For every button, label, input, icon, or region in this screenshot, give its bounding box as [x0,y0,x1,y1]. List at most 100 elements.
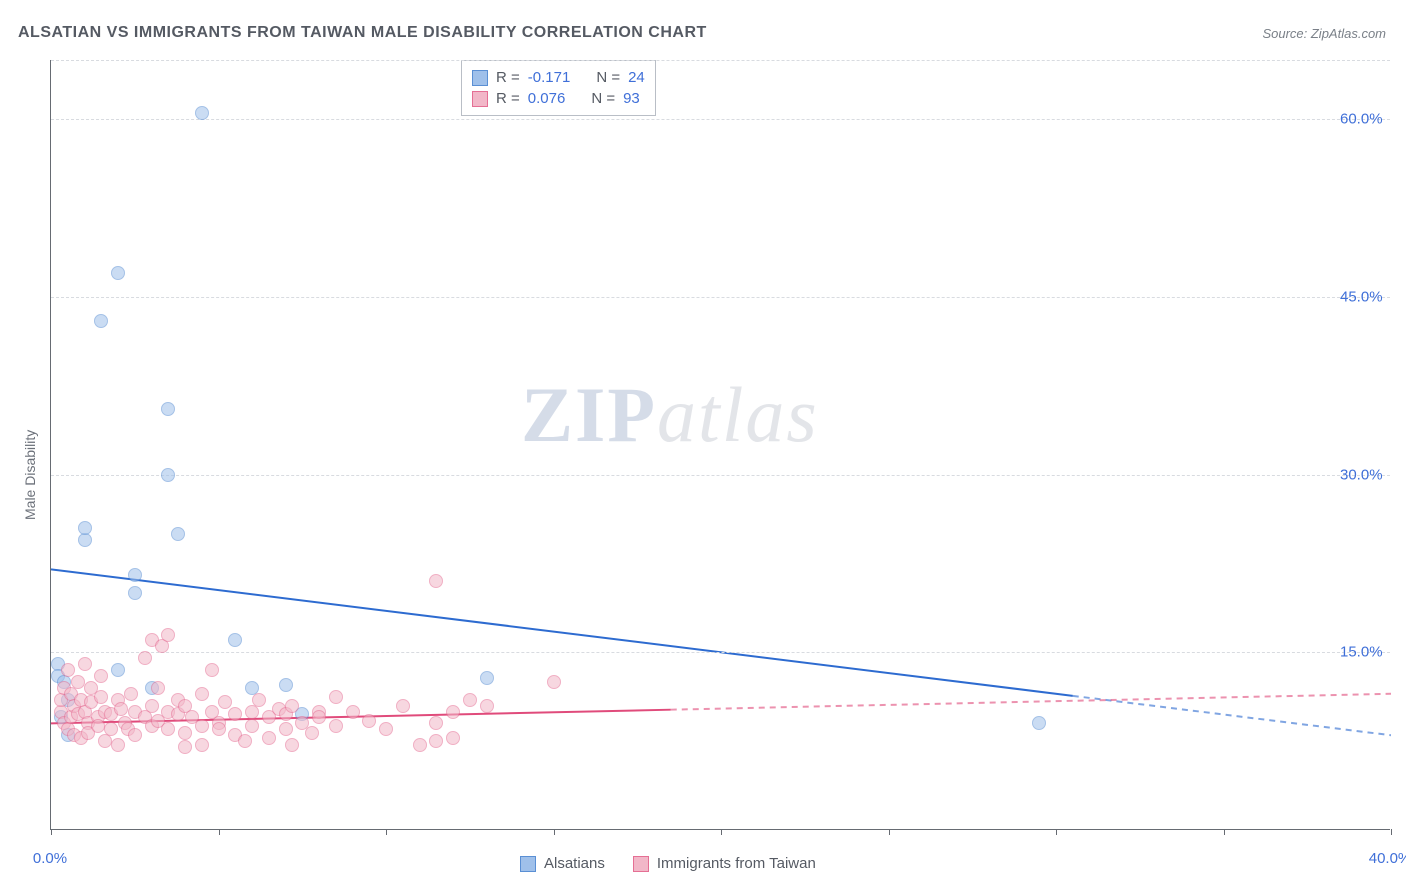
data-point [94,669,108,683]
x-tick-mark [721,829,722,835]
data-point [161,722,175,736]
data-point [312,710,326,724]
data-point [195,719,209,733]
data-point [161,628,175,642]
data-point [480,699,494,713]
n-value-1: 93 [623,90,640,107]
data-point [124,687,138,701]
data-point [238,734,252,748]
data-point [212,722,226,736]
data-point [228,633,242,647]
gridline-h [51,60,1390,61]
data-point [446,731,460,745]
x-tick-mark [51,829,52,835]
data-point [171,527,185,541]
data-point [218,695,232,709]
data-point [61,663,75,677]
data-point [252,693,266,707]
data-point [145,699,159,713]
gridline-h [51,297,1390,298]
legend-item-0: Alsatians [520,855,605,872]
chart-title: ALSATIAN VS IMMIGRANTS FROM TAIWAN MALE … [18,24,707,42]
data-point [78,657,92,671]
x-tick-mark [554,829,555,835]
x-tick-mark [386,829,387,835]
swatch-series-0 [472,70,488,86]
data-point [346,705,360,719]
data-point [262,731,276,745]
stats-row-0: R = -0.171 N = 24 [472,67,645,88]
data-point [329,690,343,704]
data-point [285,699,299,713]
data-point [305,726,319,740]
data-point [205,663,219,677]
data-point [279,722,293,736]
data-point [138,651,152,665]
r-label-0: R = [496,69,520,86]
data-point [178,726,192,740]
data-point [104,722,118,736]
legend-swatch-0 [520,856,536,872]
legend-label-0: Alsatians [544,855,605,872]
data-point [91,719,105,733]
data-point [1032,716,1046,730]
data-point [362,714,376,728]
data-point [195,738,209,752]
data-point [329,719,343,733]
y-tick-label: 30.0% [1340,466,1383,483]
data-point [128,586,142,600]
data-point [114,702,128,716]
source-label: Source: ZipAtlas.com [1262,26,1386,41]
data-point [128,568,142,582]
data-point [94,690,108,704]
data-point [396,699,410,713]
bottom-legend: Alsatians Immigrants from Taiwan [520,855,816,872]
gridline-h [51,119,1390,120]
data-point [480,671,494,685]
data-point [111,738,125,752]
data-point [195,106,209,120]
data-point [195,687,209,701]
data-point [463,693,477,707]
y-tick-label: 45.0% [1340,288,1383,305]
plot-area: ZIPatlas R = -0.171 N = 24 R = 0.076 N =… [50,60,1390,830]
r-value-1: 0.076 [528,90,566,107]
data-point [94,314,108,328]
x-tick-mark [1056,829,1057,835]
x-tick-mark [889,829,890,835]
data-point [285,738,299,752]
y-tick-label: 15.0% [1340,644,1383,661]
data-point [228,707,242,721]
y-axis-label: Male Disability [22,430,38,520]
x-tick-mark [1224,829,1225,835]
trend-line-solid [51,569,1073,695]
y-tick-label: 60.0% [1340,111,1383,128]
data-point [111,266,125,280]
data-point [245,719,259,733]
trend-line-dashed [1073,696,1391,735]
data-point [413,738,427,752]
data-point [161,402,175,416]
n-label-0: N = [596,69,620,86]
data-point [429,716,443,730]
data-point [111,663,125,677]
data-point [379,722,393,736]
watermark: ZIPatlas [521,370,819,460]
data-point [78,521,92,535]
data-point [547,675,561,689]
legend-item-1: Immigrants from Taiwan [633,855,816,872]
data-point [128,728,142,742]
gridline-h [51,475,1390,476]
x-tick-mark [219,829,220,835]
gridline-h [51,652,1390,653]
data-point [71,675,85,689]
stats-legend: R = -0.171 N = 24 R = 0.076 N = 93 [461,60,656,116]
data-point [429,734,443,748]
r-value-0: -0.171 [528,69,571,86]
x-tick-label: 0.0% [33,850,67,867]
data-point [178,740,192,754]
x-tick-mark [1391,829,1392,835]
trend-line-dashed [671,694,1391,710]
data-point [151,681,165,695]
watermark-atlas: atlas [657,371,819,458]
